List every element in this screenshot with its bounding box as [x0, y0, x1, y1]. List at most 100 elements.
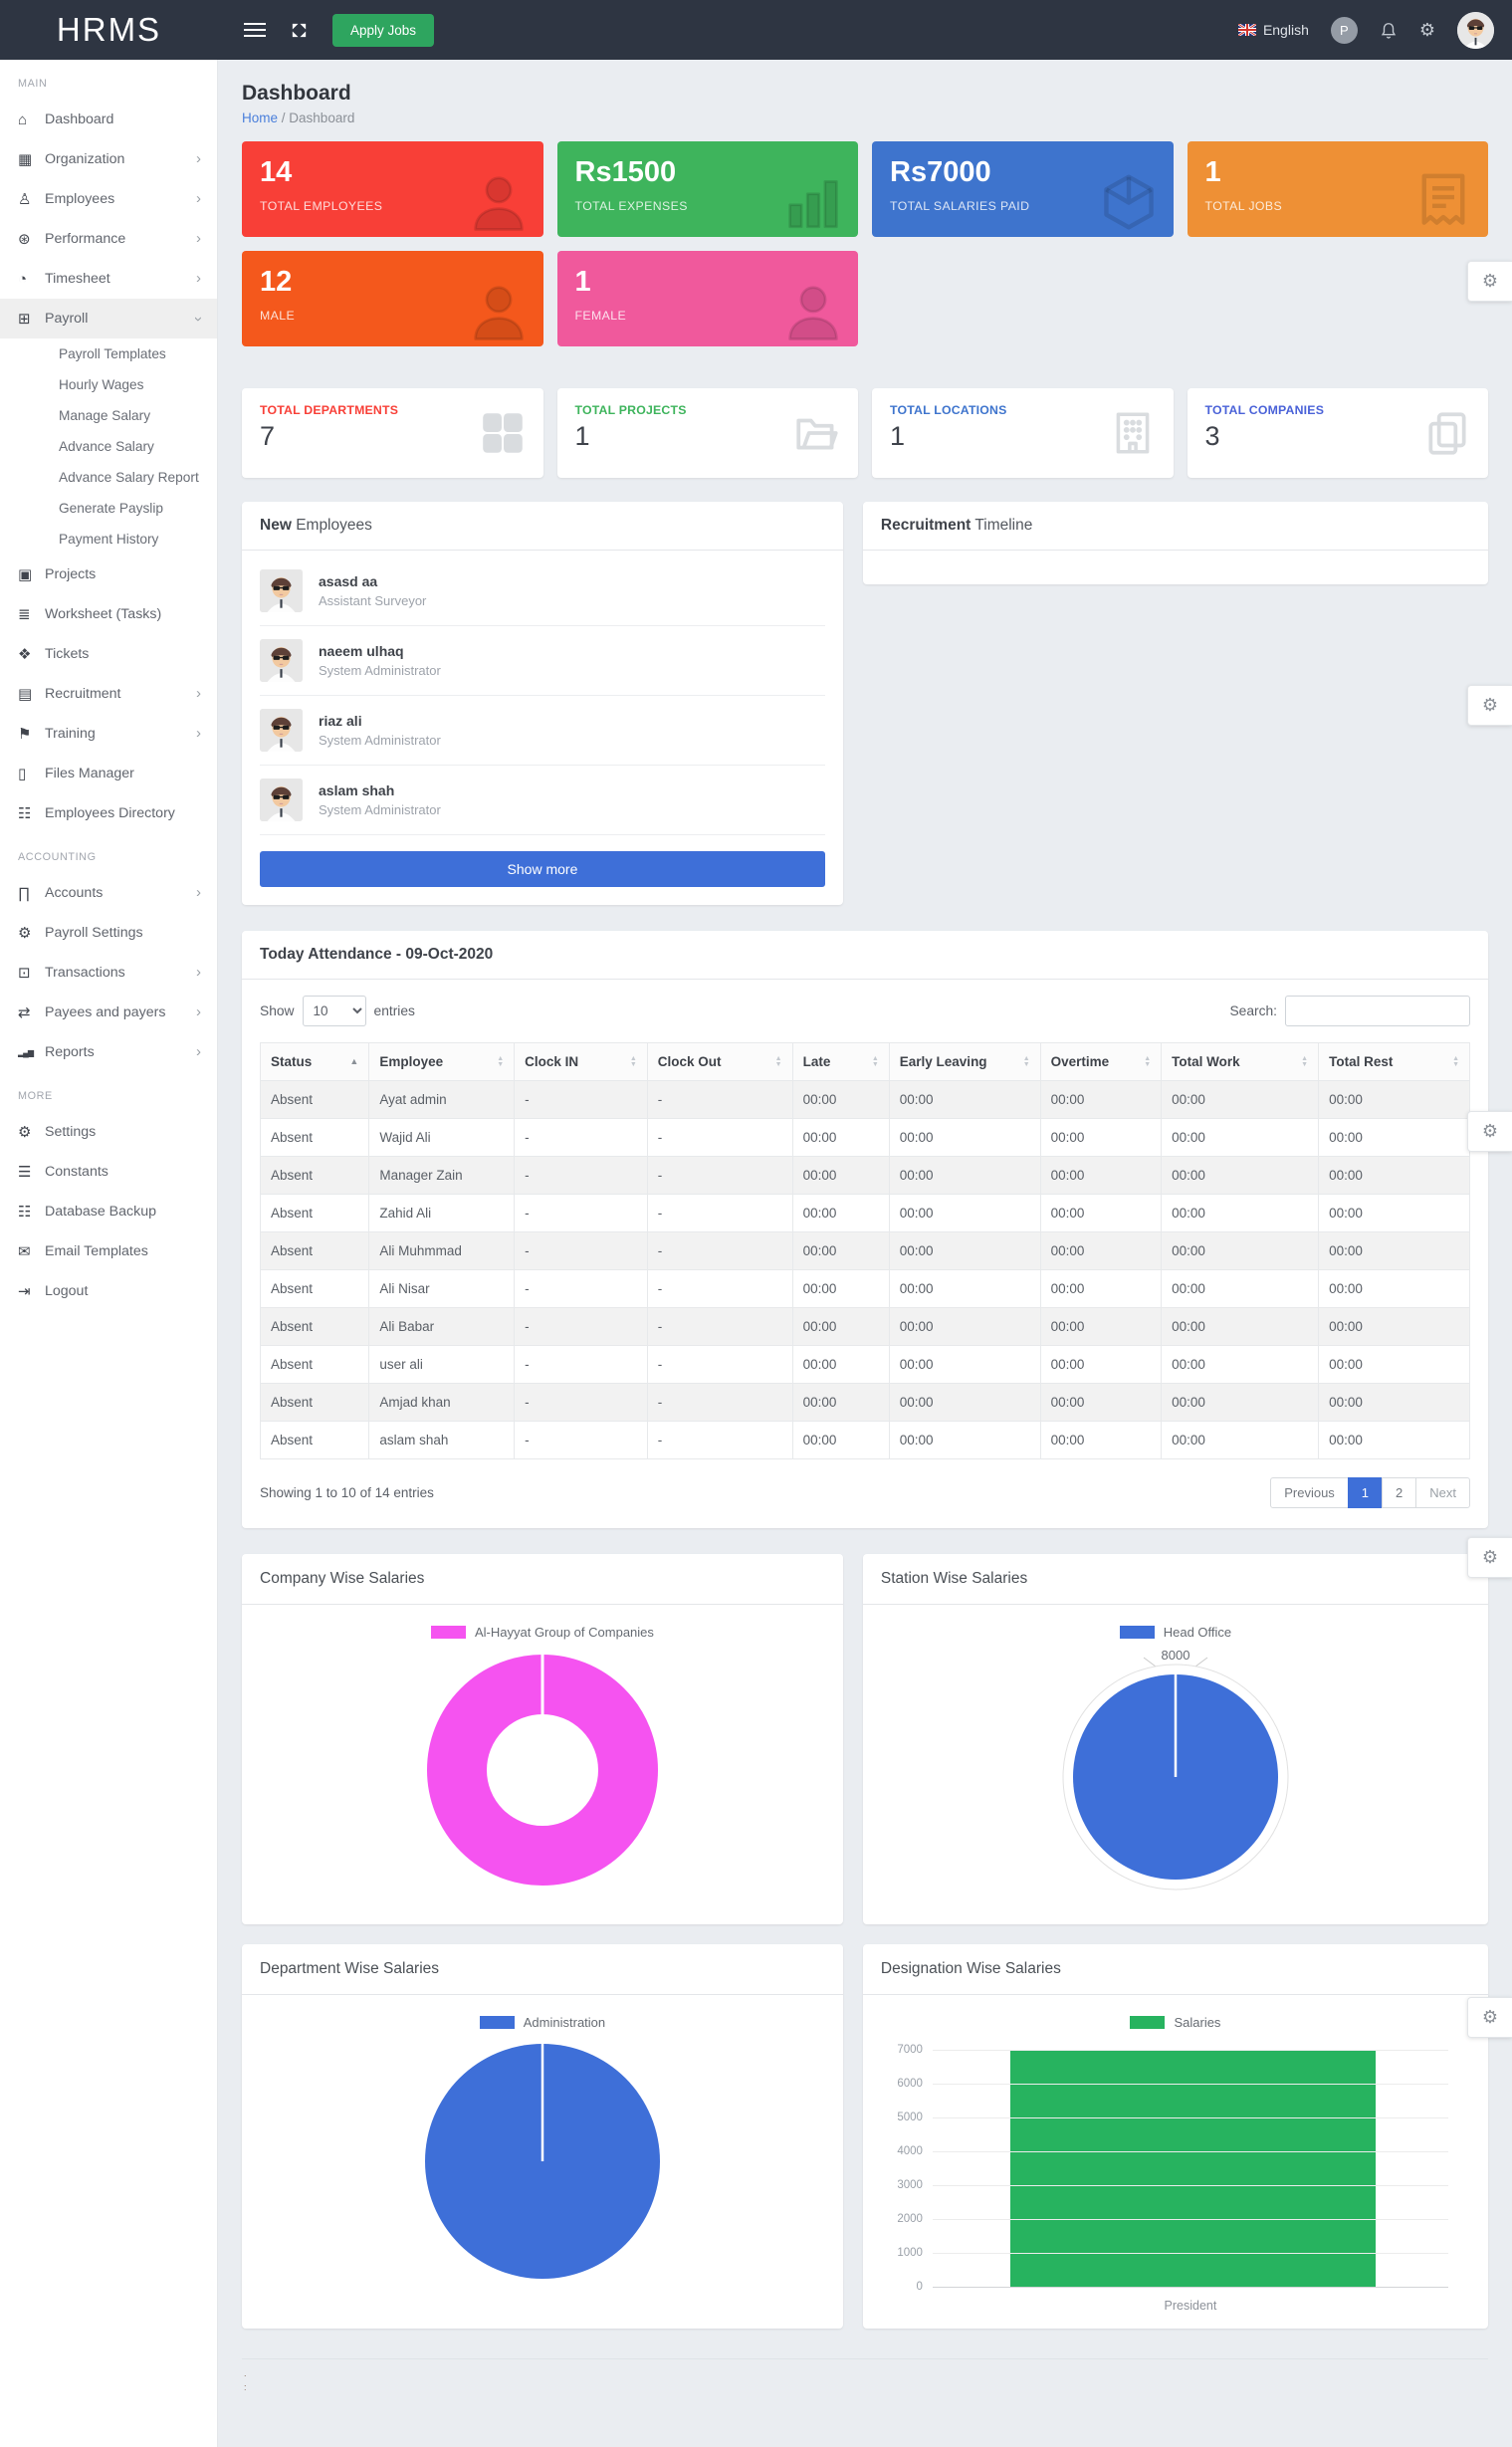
summary-card-total-companies[interactable]: TOTAL COMPANIES 3	[1187, 388, 1488, 478]
widget-settings-button[interactable]: ⚙	[1467, 1997, 1512, 2038]
profile-badge[interactable]: P	[1330, 16, 1358, 44]
sidebar-item-dashboard[interactable]: ⌂ Dashboard	[0, 100, 217, 139]
sidebar-item-files-manager[interactable]: ▯ Files Manager	[0, 754, 217, 793]
column-header-clock-out[interactable]: Clock Out ▲ ▼	[646, 1042, 793, 1081]
column-header-overtime[interactable]: Overtime ▲ ▼	[1039, 1042, 1163, 1081]
employee-list-item[interactable]: aslam shah System Administrator	[260, 766, 825, 835]
employee-list-item[interactable]: riaz ali System Administrator	[260, 696, 825, 766]
attendance-row-aslam-shah: Absent aslam shah - -00:00 00:00 00:00 00:00 00…	[259, 1421, 1470, 1459]
chart-legend[interactable]: Salaries	[873, 2015, 1478, 2030]
fullscreen-icon[interactable]	[290, 21, 309, 40]
sidebar-item-timesheet[interactable]: ◔ Timesheet ›	[0, 259, 217, 299]
column-header-early-leaving[interactable]: Early Leaving ▲ ▼	[888, 1042, 1041, 1081]
column-header-late[interactable]: Late ▲ ▼	[791, 1042, 890, 1081]
user-icon: ♙	[18, 191, 32, 208]
sidebar-item-employees[interactable]: ♙ Employees ›	[0, 179, 217, 219]
sidebar-item-reports[interactable]: ▂▄▆ Reports ›	[0, 1032, 217, 1072]
stat-card-total-expenses[interactable]: Rs1500 TOTAL EXPENSES	[556, 141, 858, 237]
column-header-employee[interactable]: Employee ▲ ▼	[368, 1042, 516, 1081]
sidebar-item-database-backup[interactable]: ☷ Database Backup	[0, 1192, 217, 1231]
cell: 00:00	[1161, 1307, 1320, 1346]
sidebar-subitem-manage-salary[interactable]: Manage Salary	[59, 408, 151, 423]
attendance-row-user-ali: Absent user ali - -00:00 00:00 00:00 00:00 00:0…	[259, 1345, 1470, 1384]
column-header-clock-in[interactable]: Clock IN ▲ ▼	[514, 1042, 648, 1081]
chart-legend[interactable]: Head Office	[1119, 1625, 1232, 1640]
pagination-page-2[interactable]: 2	[1382, 1477, 1417, 1508]
sidebar-item-worksheet-tasks[interactable]: ≣ Worksheet (Tasks)	[0, 594, 217, 634]
sidebar-item-payroll[interactable]: ⊞ Payroll ›	[0, 299, 217, 338]
legend-swatch	[1130, 2016, 1166, 2029]
sidebar-item-logout[interactable]: ⇥ Logout	[0, 1271, 217, 1311]
sidebar-item-label: Organization	[45, 151, 125, 167]
stat-card-total-employees[interactable]: 14 TOTAL EMPLOYEES	[242, 141, 543, 237]
notifications-bell-icon[interactable]	[1380, 21, 1398, 40]
employee-list-item[interactable]: asasd aa Assistant Surveyor	[260, 556, 825, 626]
widget-settings-button[interactable]: ⚙	[1467, 685, 1512, 726]
stat-card-total-salaries-paid[interactable]: Rs7000 TOTAL SALARIES PAID	[872, 141, 1174, 237]
hamburger-menu-icon[interactable]	[244, 23, 266, 37]
pagination-next[interactable]: Next	[1415, 1477, 1470, 1508]
sidebar-subitem-hourly-wages[interactable]: Hourly Wages	[59, 377, 144, 392]
show-more-button[interactable]: Show more	[260, 851, 825, 887]
stat-card-male[interactable]: 12 MALE	[242, 251, 543, 346]
cell: -	[514, 1307, 648, 1346]
widget-settings-button[interactable]: ⚙	[1467, 261, 1512, 302]
sidebar-item-organization[interactable]: ▦ Organization ›	[0, 139, 217, 179]
breadcrumb-home-link[interactable]: Home	[242, 111, 279, 125]
legend-label: Head Office	[1163, 1625, 1232, 1640]
sidebar-subitem-advance-salary[interactable]: Advance Salary	[59, 439, 154, 454]
sidebar-item-recruitment[interactable]: ▤ Recruitment ›	[0, 674, 217, 714]
apply-jobs-button[interactable]: Apply Jobs	[332, 13, 435, 47]
sidebar-subitem-payroll-templates[interactable]: Payroll Templates	[59, 346, 166, 361]
summary-value: 7	[260, 421, 276, 451]
database-icon: ☷	[18, 805, 32, 822]
employee-list-item[interactable]: naeem ulhaq System Administrator	[260, 626, 825, 696]
stat-card-female[interactable]: 1 FEMALE	[556, 251, 858, 346]
avatar-face-image	[1457, 11, 1494, 49]
sidebar-item-training[interactable]: ⚑ Training ›	[0, 714, 217, 754]
column-header-status[interactable]: Status ▲	[259, 1042, 370, 1081]
summary-card-total-projects[interactable]: TOTAL PROJECTS 1	[556, 388, 858, 478]
cell: Ali Muhmmad	[368, 1231, 516, 1270]
search-input[interactable]	[1285, 996, 1470, 1026]
cell: 00:00	[888, 1383, 1041, 1422]
sidebar-item-accounts[interactable]: ∏ Accounts ›	[0, 873, 217, 913]
column-header-total-work[interactable]: Total Work ▲ ▼	[1161, 1042, 1320, 1081]
cell: Absent	[259, 1269, 370, 1308]
settings-gear-icon[interactable]: ⚙	[1418, 19, 1435, 40]
app-logo[interactable]: HRMS	[56, 11, 162, 48]
page-size-select[interactable]: 10	[302, 996, 366, 1026]
sidebar-item-email-templates[interactable]: ✉ Email Templates	[0, 1231, 217, 1271]
sidebar-item-transactions[interactable]: ⊡ Transactions ›	[0, 953, 217, 993]
bar-chart: 7000 6000 5000 4000 3000 2000 1000 0 President	[873, 2034, 1478, 2313]
widget-settings-button[interactable]: ⚙	[1467, 1111, 1512, 1152]
cell: -	[646, 1231, 793, 1270]
chart-legend[interactable]: Al-Hayyat Group of Companies	[430, 1625, 654, 1640]
chart-legend[interactable]: Administration	[479, 2015, 605, 2030]
stat-value: 14	[260, 156, 293, 188]
summary-card-total-departments[interactable]: TOTAL DEPARTMENTS 7	[242, 388, 543, 478]
widget-settings-button[interactable]: ⚙	[1467, 1537, 1512, 1578]
sidebar-item-projects[interactable]: ▣ Projects	[0, 555, 217, 594]
sidebar-item-constants[interactable]: ☰ Constants	[0, 1152, 217, 1192]
pagination-page-1[interactable]: 1	[1347, 1477, 1384, 1508]
summary-card-total-locations[interactable]: TOTAL LOCATIONS 1	[872, 388, 1174, 478]
summary-value: 1	[574, 421, 590, 451]
list-icon: ☰	[18, 1164, 32, 1181]
sidebar-item-payroll-settings[interactable]: ⚙ Payroll Settings	[0, 913, 217, 953]
stat-value: 1	[1204, 156, 1221, 188]
sidebar-item-employees-directory[interactable]: ☷ Employees Directory	[0, 793, 217, 833]
language-selector[interactable]: English	[1237, 22, 1309, 38]
column-header-total-rest[interactable]: Total Rest ▲ ▼	[1318, 1042, 1470, 1081]
pagination-previous[interactable]: Previous	[1270, 1477, 1349, 1508]
sidebar-item-settings[interactable]: ⚙ Settings	[0, 1112, 217, 1152]
breadcrumb: Home / Dashboard	[242, 111, 1488, 125]
sidebar-subitem-advance-salary-report[interactable]: Advance Salary Report	[59, 470, 199, 485]
sidebar-subitem-generate-payslip[interactable]: Generate Payslip	[59, 501, 163, 516]
sidebar-item-payees-and-payers[interactable]: ⇄ Payees and payers ›	[0, 993, 217, 1032]
stat-card-total-jobs[interactable]: 1 TOTAL JOBS	[1187, 141, 1488, 237]
user-avatar[interactable]	[1457, 11, 1494, 49]
sidebar-item-tickets[interactable]: ❖ Tickets	[0, 634, 217, 674]
sidebar-subitem-payment-history[interactable]: Payment History	[59, 532, 159, 547]
sidebar-item-performance[interactable]: ⊛ Performance ›	[0, 219, 217, 259]
